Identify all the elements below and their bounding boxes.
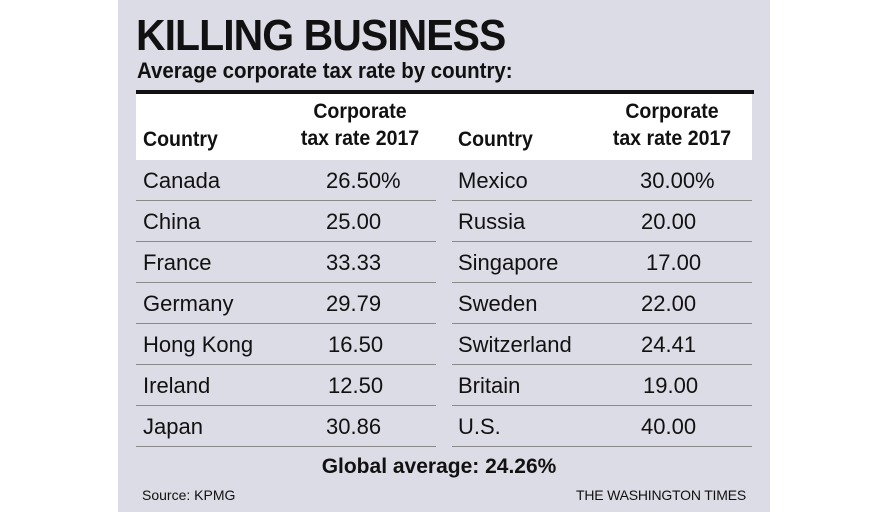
country-cell: Japan bbox=[143, 414, 203, 439]
row-divider bbox=[452, 405, 752, 406]
header-country-right: Country bbox=[458, 128, 533, 151]
header-rate-left-line1: Corporate bbox=[313, 100, 407, 123]
page-title: KILLING BUSINESS bbox=[136, 11, 506, 60]
rate-cell: 20.00 bbox=[641, 209, 697, 234]
row-divider bbox=[452, 364, 752, 365]
country-cell: Britain bbox=[458, 373, 521, 398]
header-rule bbox=[136, 90, 754, 94]
country-cell: Ireland bbox=[143, 373, 211, 398]
country-cell: France bbox=[143, 250, 212, 275]
country-cell: U.S. bbox=[458, 414, 501, 439]
row-divider bbox=[136, 241, 436, 242]
global-average: Global average: 24.26% bbox=[321, 455, 557, 478]
rate-cell: 33.33 bbox=[326, 250, 382, 275]
country-cell: Switzerland bbox=[458, 332, 572, 357]
rate-cell: 17.00 bbox=[646, 250, 702, 275]
rate-cell: 25.00 bbox=[326, 209, 382, 234]
row-divider bbox=[136, 405, 436, 406]
country-cell: Hong Kong bbox=[143, 332, 254, 357]
rate-cell: 12.50 bbox=[328, 373, 384, 398]
rate-cell: 24.41 bbox=[641, 332, 697, 357]
country-cell: Singapore bbox=[458, 250, 559, 275]
country-cell: China bbox=[143, 209, 201, 234]
publisher-credit: THE WASHINGTON TIMES bbox=[576, 487, 746, 503]
table-header bbox=[136, 94, 752, 160]
row-divider bbox=[136, 282, 436, 283]
source-credit: Source: KPMG bbox=[142, 487, 236, 503]
header-rate-right-line2: tax rate 2017 bbox=[612, 127, 732, 150]
header-rate-left-line2: tax rate 2017 bbox=[300, 127, 420, 150]
row-divider bbox=[136, 323, 436, 324]
subtitle: Average corporate tax rate by country: bbox=[137, 58, 513, 83]
row-divider bbox=[136, 364, 436, 365]
rate-cell: 16.50 bbox=[328, 332, 384, 357]
rate-cell: 30.00% bbox=[640, 168, 715, 193]
row-divider bbox=[136, 200, 436, 201]
row-divider bbox=[452, 282, 752, 283]
rate-cell: 30.86 bbox=[326, 414, 382, 439]
row-divider bbox=[452, 446, 752, 447]
country-cell: Mexico bbox=[458, 168, 528, 193]
rate-cell: 40.00 bbox=[641, 414, 697, 439]
row-divider bbox=[452, 241, 752, 242]
country-cell: Canada bbox=[143, 168, 221, 193]
row-divider bbox=[452, 200, 752, 201]
row-divider bbox=[136, 446, 436, 447]
rate-cell: 22.00 bbox=[641, 291, 697, 316]
rate-cell: 29.79 bbox=[326, 291, 382, 316]
country-cell: Germany bbox=[143, 291, 234, 316]
country-cell: Russia bbox=[458, 209, 526, 234]
header-rate-right-line1: Corporate bbox=[625, 100, 719, 123]
rate-cell: 26.50% bbox=[326, 168, 401, 193]
rate-cell: 19.00 bbox=[643, 373, 699, 398]
country-cell: Sweden bbox=[458, 291, 538, 316]
infographic-panel bbox=[118, 0, 770, 512]
header-country-left: Country bbox=[143, 128, 218, 151]
row-divider bbox=[452, 323, 752, 324]
